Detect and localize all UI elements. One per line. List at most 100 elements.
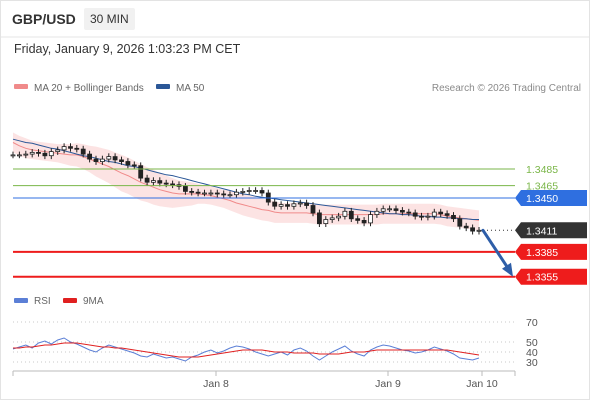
candle-body (278, 204, 284, 207)
legend-label-9ma: 9MA (83, 296, 104, 307)
legend-label-rsi: RSI (34, 296, 51, 307)
currency-pair-title: GBP/USD (12, 11, 76, 27)
legend-swatch-rsi (14, 298, 28, 303)
candle-body (131, 164, 137, 167)
level-label-box (515, 190, 587, 206)
candle-body (138, 165, 144, 179)
candle-body (253, 190, 259, 192)
rsi-tick-label: 30 (526, 357, 538, 369)
candle-body (272, 201, 278, 207)
rsi-legend: RSI 9MA (14, 296, 104, 307)
candle-body (246, 190, 252, 192)
candle-body (285, 204, 290, 207)
candle-body (202, 192, 207, 195)
candle-body (393, 208, 399, 211)
candle-body (106, 156, 112, 160)
bollinger-band (13, 132, 479, 231)
legend-swatch-ma20 (14, 84, 28, 89)
candle-body (208, 192, 214, 195)
candle-body (189, 190, 195, 193)
candle-body (470, 227, 476, 232)
candle-body (336, 215, 342, 219)
candle-body (157, 180, 163, 184)
level-label: 1.3485 (526, 164, 558, 176)
rsi-tick-label: 70 (526, 317, 538, 329)
level-label-box (515, 222, 587, 239)
candle-body (431, 211, 437, 217)
candle-body (348, 210, 354, 220)
candle-body (361, 219, 367, 224)
price-plot (10, 132, 482, 235)
rsi-tick-label: 50 (526, 337, 538, 349)
legend-swatch-ma50 (156, 84, 170, 89)
candle-body (125, 161, 131, 166)
candle-body (355, 218, 361, 221)
candle-body (119, 159, 124, 162)
candle-body (233, 191, 239, 196)
candle-body (419, 215, 424, 218)
rsi-ma9-line (13, 342, 480, 358)
candle-body (29, 151, 35, 155)
candle-body (444, 213, 450, 216)
candle-body (316, 212, 322, 225)
candle-body (221, 193, 227, 196)
level-label: 1.3450 (526, 193, 558, 205)
chart-header: GBP/USD 30 MIN (1, 1, 589, 37)
candle-body (163, 182, 169, 185)
candle-body (342, 210, 348, 217)
candle-body (214, 192, 220, 195)
candle-body (80, 148, 86, 155)
x-tick-label: Jan 9 (375, 378, 401, 390)
legend-swatch-9ma (63, 298, 77, 303)
rsi-tick-label: 40 (526, 347, 538, 359)
candle-body (74, 147, 80, 150)
candle-body (457, 218, 463, 227)
candle-body (310, 205, 316, 214)
candle-body (87, 153, 92, 160)
candle-body (399, 209, 405, 213)
level-label: 1.3411 (526, 225, 557, 237)
candle-body (55, 149, 61, 152)
candle-body (297, 202, 303, 205)
candle-body (61, 146, 67, 151)
candle-body (438, 211, 444, 215)
candle-body (227, 194, 233, 197)
price-legend: MA 20 + Bollinger Bands MA 50 (14, 83, 205, 94)
candle-body (387, 208, 393, 211)
level-label: 1.3465 (526, 181, 558, 193)
candle-body (412, 212, 418, 217)
x-tick-label: Jan 8 (203, 378, 229, 390)
candle-body (23, 153, 29, 156)
candle-body (36, 151, 41, 154)
candle-body (150, 180, 156, 183)
candle-body (112, 156, 118, 161)
candle-body (329, 217, 335, 220)
candle-body (10, 154, 16, 157)
candle-body (195, 191, 201, 194)
candle-body (374, 210, 380, 216)
candle-body (425, 215, 431, 218)
timeframe-button[interactable]: 30 MIN (84, 8, 135, 30)
candle-body (48, 151, 54, 157)
timestamp: Friday, January 9, 2026 1:03:23 PM CET (14, 42, 241, 56)
level-label-box (515, 268, 587, 285)
candle-body (323, 219, 329, 224)
candle-body (451, 214, 456, 220)
candle-body (93, 158, 99, 163)
candle-body (240, 190, 246, 193)
legend-label-ma20: MA 20 + Bollinger Bands (34, 83, 144, 94)
level-label: 1.3355 (526, 272, 558, 284)
candle-body (100, 158, 105, 163)
candle-body (42, 152, 48, 157)
x-axis: Jan 8 Jan 9 Jan 10 (12, 370, 516, 390)
candle-body (68, 146, 73, 149)
candle-body (291, 203, 297, 207)
level-label-box (515, 243, 587, 260)
candle-body (406, 211, 412, 214)
candle-body (259, 190, 265, 194)
candle-body (182, 185, 188, 192)
candle-body (304, 202, 310, 206)
